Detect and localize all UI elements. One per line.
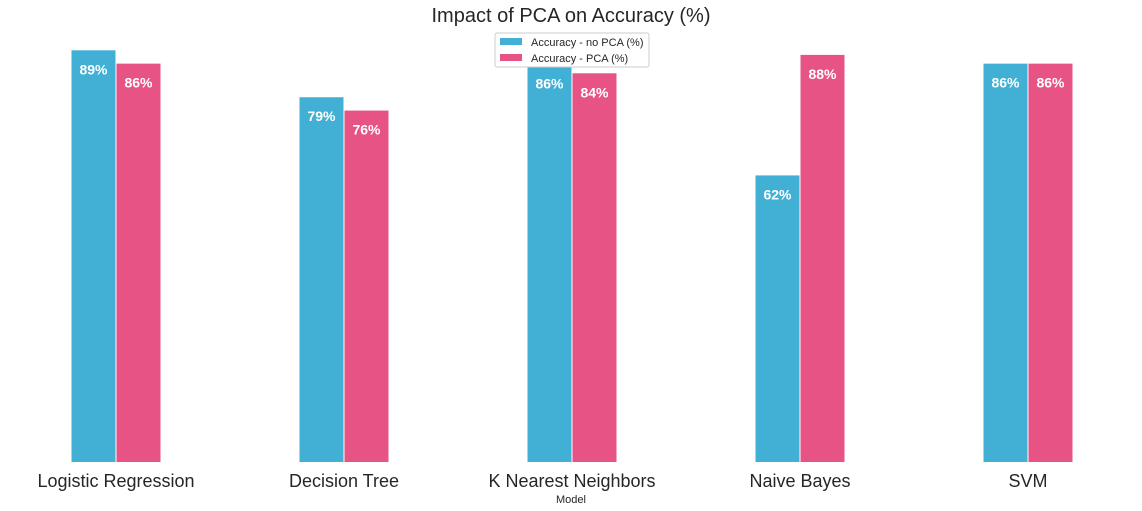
legend-swatch-no-pca: [500, 38, 522, 45]
data-label-naive-bayes-series-2: 88%: [808, 66, 837, 82]
bar-svm-series-2: [1029, 64, 1073, 462]
data-label-decision-tree-series-2: 76%: [352, 122, 381, 138]
bars-group: [72, 50, 1073, 462]
legend-label-pca: Accuracy - PCA (%): [531, 53, 628, 65]
category-label-decision-tree: Decision Tree: [289, 471, 399, 491]
category-label-k-nearest-neighbors: K Nearest Neighbors: [488, 471, 655, 491]
bar-decision-tree-series-2: [345, 111, 389, 462]
legend-label-no-pca: Accuracy - no PCA (%): [531, 37, 643, 49]
x-axis-label: Model: [556, 494, 586, 506]
bar-naive-bayes-series-2: [801, 55, 845, 462]
bar-k-nearest-neighbors-series-2: [573, 73, 617, 462]
data-label-svm-series-2: 86%: [1036, 75, 1065, 91]
data-label-logistic-regression-series-1: 89%: [79, 61, 108, 77]
bar-decision-tree-series-1: [300, 97, 344, 462]
data-label-k-nearest-neighbors-series-1: 86%: [535, 76, 564, 92]
chart-title: Impact of PCA on Accuracy (%): [432, 5, 711, 27]
data-label-svm-series-1: 86%: [991, 75, 1020, 91]
category-labels-group: Logistic Regression Decision Tree K Neares…: [37, 471, 1047, 491]
data-label-decision-tree-series-1: 79%: [307, 108, 336, 124]
bar-logistic-regression-series-2: [117, 64, 161, 462]
data-label-k-nearest-neighbors-series-2: 84%: [580, 84, 609, 100]
legend: Accuracy - no PCA (%) Accuracy - PCA (%): [495, 33, 649, 67]
data-labels-group: 89% 86% 79% 76% 86% 84% 62% 88% 86% 86%: [79, 61, 1065, 202]
category-label-logistic-regression: Logistic Regression: [37, 471, 194, 491]
legend-swatch-pca: [500, 54, 522, 61]
bar-naive-bayes-series-1: [756, 175, 800, 462]
bar-logistic-regression-series-1: [72, 50, 116, 462]
category-label-naive-bayes: Naive Bayes: [749, 471, 850, 491]
bar-k-nearest-neighbors-series-1: [528, 65, 572, 462]
category-label-svm: SVM: [1008, 471, 1047, 491]
bar-svm-series-1: [984, 64, 1028, 462]
data-label-logistic-regression-series-2: 86%: [124, 75, 153, 91]
data-label-naive-bayes-series-1: 62%: [763, 186, 792, 202]
